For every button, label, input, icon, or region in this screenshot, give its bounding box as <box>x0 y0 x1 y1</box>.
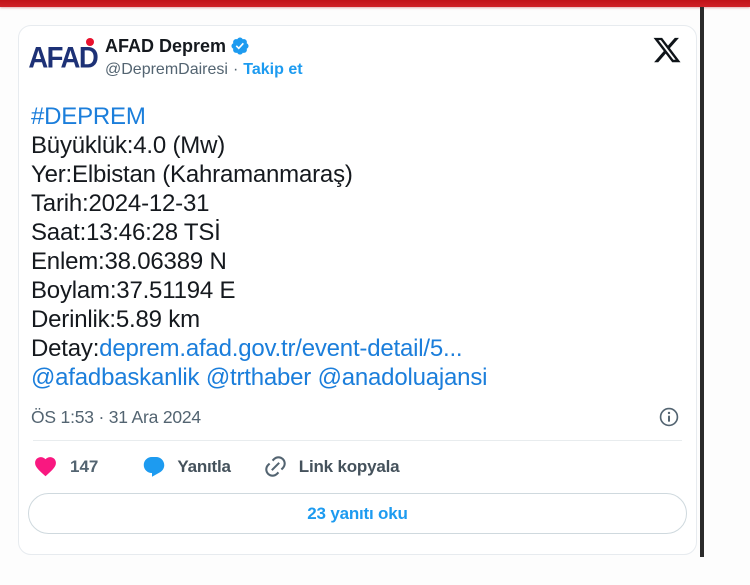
tweet-link[interactable]: @trthaber <box>205 364 312 391</box>
reply-bubble-icon <box>144 456 165 477</box>
tweet-text-segment: Detay: <box>31 335 100 362</box>
actions-row: 147 Yanıtla Link kopyala <box>19 441 696 491</box>
divider <box>33 440 682 441</box>
copy-link-icon <box>265 456 286 477</box>
tweet-text: #DEPREM Büyüklük:4.0 (Mw) Yer:Elbistan (Ka… <box>31 102 684 392</box>
tweet-text-line: Derinlik:5.89 km <box>31 305 684 334</box>
like-count: 147 <box>70 456 99 476</box>
timestamp-row: ÖS 1:53 · 31 Ara 2024 <box>31 406 680 428</box>
timestamp[interactable]: ÖS 1:53 · 31 Ara 2024 <box>31 406 201 427</box>
tweet-text-line: Boylam:37.51194 E <box>31 276 684 305</box>
reply-button[interactable]: Yanıtla <box>142 455 231 479</box>
tweet-text-line: Saat:13:46:28 TSİ <box>31 218 684 247</box>
tweet-text-line: Tarih:2024-12-31 <box>31 189 684 218</box>
author-handle-row: @DepremDairesi · Takip et <box>105 59 303 80</box>
afad-logo-text: AFAD <box>28 41 98 74</box>
follow-button[interactable]: Takip et <box>243 61 303 78</box>
tweet-text-line: Enlem:38.06389 N <box>31 247 684 276</box>
tweet-text-segment: Büyüklük:4.0 (Mw) <box>31 132 225 159</box>
author-name[interactable]: AFAD Deprem <box>105 36 227 56</box>
info-icon[interactable] <box>658 406 680 428</box>
tweet-link[interactable]: @afadbaskanlik <box>31 364 200 391</box>
tweet-text-line: Detay:deprem.afad.gov.tr/event-detail/5.… <box>31 334 684 363</box>
tweet-text-segment: Saat:13:46:28 TSİ <box>31 219 221 246</box>
tweet-link[interactable]: deprem.afad.gov.tr/event-detail/5... <box>99 335 463 362</box>
copy-link-button[interactable]: Link kopyala <box>263 454 400 479</box>
author-handle[interactable]: @DepremDairesi <box>105 61 228 78</box>
tweet-text-segment: Tarih:2024-12-31 <box>31 190 210 217</box>
author-name-row: AFAD Deprem <box>105 35 303 57</box>
tweet-text-line: #DEPREM <box>31 102 684 131</box>
heart-icon <box>35 457 56 477</box>
x-logo-icon[interactable] <box>652 35 682 65</box>
read-replies-button[interactable]: 23 yanıtı oku <box>28 493 687 534</box>
author-block: AFAD Deprem @DepremDairesi · Takip et <box>105 34 303 80</box>
embedded-tweet-card: AFAD AFAD Deprem @DepremDairesi · Takip … <box>18 25 697 555</box>
like-button[interactable]: 147 <box>33 454 98 479</box>
reply-label: Yanıtla <box>177 456 231 476</box>
tweet-link[interactable]: #DEPREM <box>31 103 146 130</box>
page-edge-rule <box>700 7 704 557</box>
tweet-link[interactable]: @anadoluajansi <box>317 364 488 391</box>
avatar[interactable]: AFAD <box>28 34 99 82</box>
top-accent-bar <box>0 0 750 7</box>
afad-logo-dot <box>86 38 94 46</box>
tweet-text-line: Büyüklük:4.0 (Mw) <box>31 131 684 160</box>
tweet-header: AFAD AFAD Deprem @DepremDairesi · Takip … <box>19 26 696 82</box>
tweet-text-line: Yer:Elbistan (Kahramanmaraş) <box>31 160 684 189</box>
tweet-text-line: @afadbaskanlik @trthaber @anadoluajansi <box>31 363 684 392</box>
tweet-text-segment: Yer:Elbistan (Kahramanmaraş) <box>31 161 353 188</box>
tweet-text-segment: Boylam:37.51194 E <box>31 277 236 304</box>
verified-badge-icon <box>231 37 249 55</box>
tweet-text-segment: Derinlik:5.89 km <box>31 306 200 333</box>
copy-link-label: Link kopyala <box>298 456 400 476</box>
handle-separator: · <box>232 61 239 78</box>
tweet-text-segment: Enlem:38.06389 N <box>31 248 227 275</box>
